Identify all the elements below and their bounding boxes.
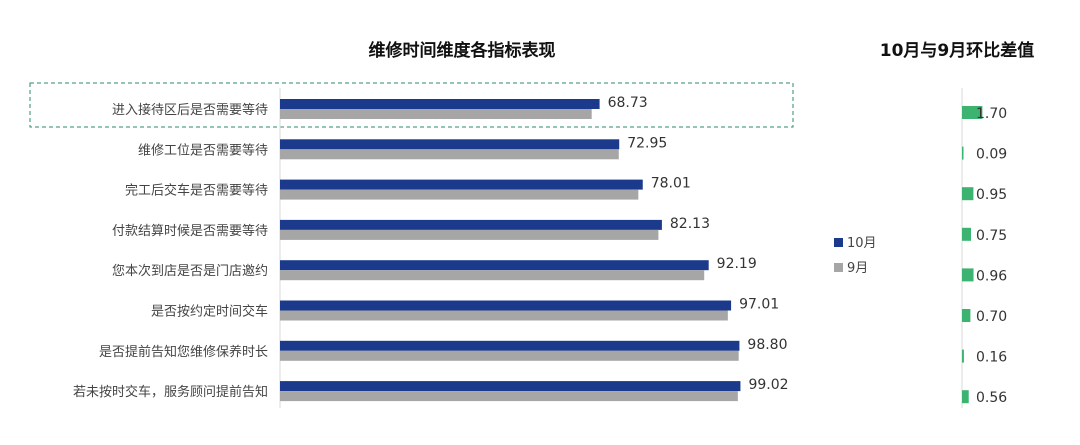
bar-9月 [280,109,592,119]
category-label: 维修工位是否需要等待 [138,142,268,158]
diff-value-label: 0.95 [976,187,1007,203]
diff-value-label: 0.16 [976,350,1007,366]
value-label: 92.19 [717,256,757,272]
legend-swatch-9月 [834,263,843,272]
diff-bar [962,268,974,282]
category-label: 付款结算时候是否需要等待 [112,223,268,239]
value-label: 72.95 [627,135,667,151]
value-label: 68.73 [608,95,648,111]
bar-10月 [280,381,741,392]
bar-10月 [280,219,662,230]
category-label: 是否按约定时间交车 [151,304,268,320]
value-label: 82.13 [670,216,710,232]
diff-value-label: 0.70 [976,309,1007,325]
bar-9月 [280,149,619,160]
diff-bar [962,106,983,119]
diff-value-label: 0.75 [976,228,1007,244]
bar-9月 [280,350,739,361]
diff-bar [962,349,964,363]
category-label: 您本次到店是否是门店邀约 [112,263,268,279]
main-bars: 进入接待区后是否需要等待 68.73 维修工位是否需要等待 72.95 完工后交车是否需… [73,95,789,402]
bar-10月 [280,300,732,311]
legend-label-9月: 9月 [847,261,868,276]
diff-bar [962,227,971,241]
highlight-box [29,82,794,128]
category-label: 是否提前告知您维修保养时长 [99,344,268,360]
bar-9月 [280,270,705,281]
diff-value-label: 0.96 [976,268,1007,284]
category-label: 完工后交车是否需要等待 [125,183,268,199]
bar-9月 [280,391,738,402]
diff-bar [962,187,974,201]
diff-chart-title: 10月与9月环比差值 [880,40,1035,61]
diff-bar [962,390,969,404]
diff-bar [962,309,971,322]
bar-9月 [280,189,639,200]
legend-swatch-10月 [834,238,843,247]
value-label: 99.02 [748,377,788,393]
legend: 10月 9月 [834,236,877,276]
value-label: 78.01 [651,176,691,192]
bar-10月 [280,179,643,190]
main-chart-title: 维修时间维度各指标表现 [369,40,556,61]
bar-9月 [280,229,659,240]
legend-label-10月: 10月 [847,236,877,251]
category-label: 进入接待区后是否需要等待 [112,102,268,118]
category-label: 若未按时交车，服务顾问提前告知 [73,384,268,400]
value-label: 97.01 [739,297,779,313]
bar-9月 [280,310,728,321]
diff-value-label: 1.70 [976,106,1007,122]
bar-10月 [280,139,620,150]
bar-10月 [280,99,600,109]
diff-value-label: 0.09 [976,147,1007,163]
value-label: 98.80 [747,337,787,353]
bar-10月 [280,340,740,351]
diff-bars: 1.70 0.09 0.95 0.75 0.96 0.70 0.16 0.56 [962,106,1007,406]
diff-value-label: 0.56 [976,390,1007,406]
diff-bar [962,146,964,160]
bar-10月 [280,260,709,271]
